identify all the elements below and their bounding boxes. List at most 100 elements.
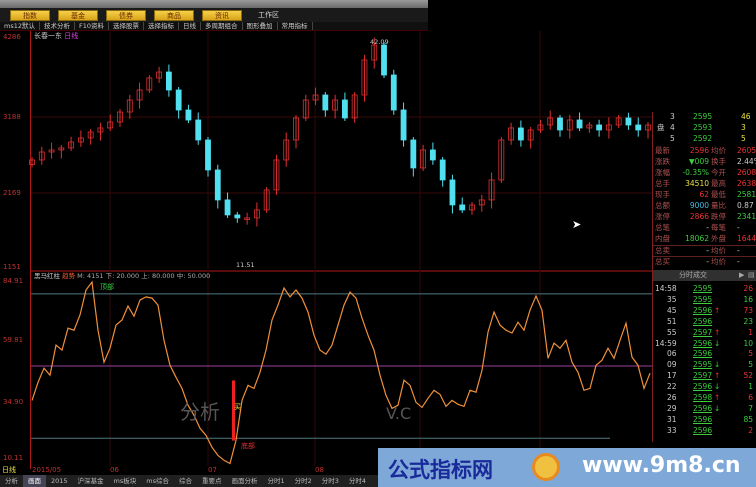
bottom-tab[interactable]: 分时4 — [348, 477, 367, 485]
candle — [234, 214, 241, 219]
price-label: 2169 — [3, 189, 21, 197]
candle — [410, 139, 417, 169]
tick-price: 2595 — [693, 284, 713, 293]
tick-row: 29 2596 ↓ 7 — [653, 404, 756, 414]
tick-time: 29 — [667, 403, 677, 413]
bottom-tab[interactable]: ms板块 — [113, 477, 137, 485]
candle — [390, 74, 397, 111]
indicator-label: 59.81 — [3, 336, 24, 344]
stat-label: 换手 — [711, 157, 726, 166]
tick-volume: 26 — [743, 284, 753, 293]
menu-item[interactable]: 日线 — [179, 22, 202, 30]
stat-label: 每笔 — [711, 223, 726, 232]
candle — [400, 109, 407, 141]
tick-price: 2597 — [693, 327, 713, 337]
bottom-tab[interactable]: 2015 — [51, 477, 68, 485]
fund-button[interactable]: 基金 — [58, 10, 98, 21]
bond-button[interactable]: 债券 — [106, 10, 146, 21]
candle — [273, 159, 280, 191]
commodity-button[interactable]: 商品 — [154, 10, 194, 21]
arrow-up-icon: ↑ — [714, 327, 721, 337]
menu-item[interactable]: 图形叠加 — [243, 22, 278, 30]
stat-value: 2608 — [737, 168, 756, 177]
signal-bar — [232, 380, 235, 441]
tick-row: 31 2596 85 — [653, 415, 756, 425]
candle — [165, 71, 172, 91]
candle — [557, 117, 563, 131]
candle — [615, 117, 622, 126]
date-label: 07 — [208, 466, 217, 474]
bottom-tab[interactable]: 分析 — [5, 477, 18, 485]
candle — [351, 94, 358, 119]
tick-time: 17 — [667, 371, 677, 381]
candle — [566, 119, 573, 131]
tick-volume: 23 — [743, 316, 753, 326]
bottom-tab[interactable]: 画面 — [23, 475, 46, 487]
stat-label: 总笔 — [655, 223, 670, 232]
bottom-tab[interactable]: ms综合 — [146, 477, 169, 485]
workspace-button[interactable]: 工作区 — [258, 11, 279, 19]
tick-time: 55 — [667, 327, 677, 337]
menu-item[interactable]: 常用指标 — [278, 22, 313, 30]
menu-item[interactable]: 技术分析 — [40, 22, 75, 30]
stat-value: 9000 — [689, 201, 709, 210]
quote-panel: 3 2595 46 盘 4 2593 3 5 2592 5 最新 2596 均价 2605 涨跌 ▼009 换手… — [652, 112, 756, 442]
menu-item[interactable]: 多周期组合 — [201, 22, 243, 30]
tick-volume: 1 — [748, 382, 753, 392]
period-label: 日线 — [64, 32, 79, 40]
tick-price: 2596 — [693, 316, 713, 326]
candle — [293, 117, 299, 141]
stat-value: 2866 — [689, 212, 709, 221]
tick-volume: 5 — [748, 360, 753, 370]
candle — [439, 159, 446, 181]
bottom-tab[interactable]: 分时1 — [267, 477, 285, 485]
candle — [175, 89, 182, 111]
tick-row: 35 2595 16 — [653, 295, 756, 305]
ask-row: 5 2592 5 — [653, 134, 756, 144]
news-button[interactable]: 资讯 — [202, 10, 242, 21]
stat-value: 2341 — [737, 212, 756, 221]
tick-row: 55 2597 ↑ 1 — [653, 328, 756, 338]
bottom-tab[interactable]: 重要点 — [201, 477, 222, 485]
stat-label: 内盘 — [655, 234, 670, 243]
index-button[interactable]: 指数 — [10, 10, 50, 21]
bottom-tab[interactable]: 分时2 — [294, 477, 312, 485]
stat-value: ▼009 — [688, 157, 709, 166]
menu-item[interactable]: 选择股票 — [109, 22, 145, 30]
tick-row: 09 2595 ↓ 5 — [653, 360, 756, 370]
menu-icon[interactable]: ▤ — [748, 271, 755, 279]
candle — [508, 127, 515, 141]
candle — [48, 149, 55, 153]
candle — [29, 159, 35, 165]
stat-label: 涨停 — [655, 212, 670, 221]
site-logo-icon — [532, 453, 560, 481]
candle — [244, 217, 251, 220]
indicator-title: 黑马红柱 趋势 M: 4151 下: 20.000 上: 80.000 中: 5… — [34, 272, 210, 280]
ask-label: 盘 — [657, 123, 665, 132]
candle — [263, 189, 270, 211]
tick-time: 09 — [667, 360, 677, 370]
play-icon[interactable]: ▶ — [739, 271, 745, 279]
menu-item[interactable]: F10资料 — [75, 22, 110, 30]
stat-value: 62 — [699, 190, 709, 199]
menu-item[interactable]: ms12默认 — [0, 22, 40, 30]
tick-price: 2596 — [693, 414, 713, 424]
menu-item[interactable]: 选择指标 — [144, 22, 180, 30]
tick-price: 2596 — [693, 305, 713, 315]
ask-price: 2593 — [693, 123, 713, 132]
stat-label: 总买 — [655, 257, 670, 266]
y-axis: 4286 3188 2169 1151 84.91 59.81 34.90 10… — [0, 31, 31, 469]
stat-label: 今开 — [711, 168, 726, 177]
bottom-tab[interactable]: 画面分析 — [231, 477, 258, 485]
candle — [58, 147, 65, 151]
stat-label: 涨跌 — [655, 157, 670, 166]
bottom-tab[interactable]: 沪深基金 — [77, 477, 104, 485]
bottom-tab[interactable]: 综合 — [178, 477, 192, 485]
stat-label: 最低 — [711, 190, 726, 199]
bottom-tab[interactable]: 分时3 — [321, 477, 339, 485]
candle — [97, 127, 104, 133]
stat-row: 现手 62 最低 2581 — [653, 190, 756, 200]
icon-toolbar — [0, 0, 428, 8]
